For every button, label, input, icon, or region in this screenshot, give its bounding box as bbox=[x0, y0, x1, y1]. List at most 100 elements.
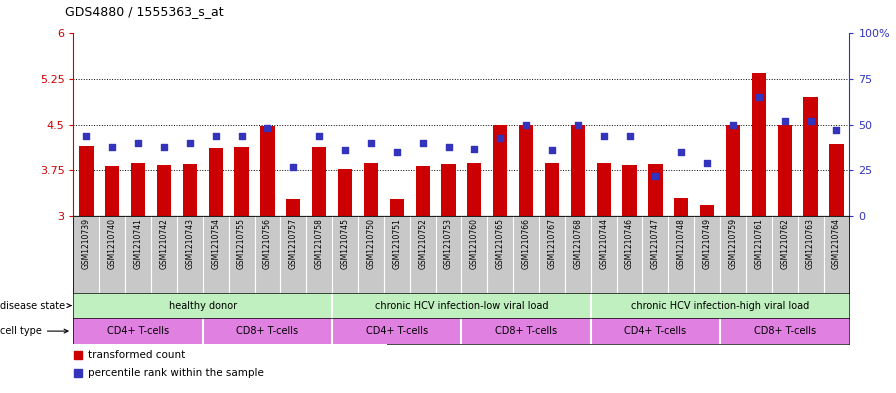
Text: GSM1210756: GSM1210756 bbox=[263, 219, 272, 270]
Point bbox=[467, 145, 481, 152]
Text: CD8+ T-cells: CD8+ T-cells bbox=[237, 326, 298, 336]
Point bbox=[105, 143, 119, 150]
Bar bbox=[467, 163, 481, 216]
Point bbox=[260, 125, 274, 132]
Bar bbox=[338, 169, 352, 216]
Point bbox=[752, 94, 766, 101]
Bar bbox=[442, 164, 456, 216]
Text: GSM1210749: GSM1210749 bbox=[702, 219, 711, 270]
Bar bbox=[157, 165, 171, 216]
Text: GSM1210762: GSM1210762 bbox=[780, 219, 789, 269]
Bar bbox=[79, 146, 93, 216]
Text: GSM1210745: GSM1210745 bbox=[340, 219, 349, 270]
Text: GSM1210746: GSM1210746 bbox=[625, 219, 634, 270]
Text: GSM1210763: GSM1210763 bbox=[806, 219, 815, 270]
Text: transformed count: transformed count bbox=[88, 350, 185, 360]
Point bbox=[286, 163, 300, 170]
Point bbox=[390, 149, 404, 155]
Text: GSM1210743: GSM1210743 bbox=[185, 219, 194, 270]
Bar bbox=[752, 73, 766, 216]
Text: GSM1210739: GSM1210739 bbox=[82, 219, 90, 270]
Bar bbox=[131, 163, 145, 216]
Text: CD4+ T-cells: CD4+ T-cells bbox=[107, 326, 169, 336]
Text: chronic HCV infection-high viral load: chronic HCV infection-high viral load bbox=[631, 301, 809, 310]
Text: GSM1210765: GSM1210765 bbox=[495, 219, 504, 270]
Bar bbox=[183, 164, 197, 216]
Text: GSM1210767: GSM1210767 bbox=[547, 219, 556, 270]
Point bbox=[623, 132, 637, 139]
Text: GSM1210766: GSM1210766 bbox=[521, 219, 530, 270]
Point bbox=[830, 127, 844, 133]
Bar bbox=[390, 199, 404, 216]
Bar bbox=[778, 125, 792, 216]
Text: GSM1210757: GSM1210757 bbox=[289, 219, 297, 270]
Bar bbox=[235, 147, 249, 216]
Bar bbox=[674, 198, 688, 216]
Bar bbox=[519, 125, 533, 216]
Text: GSM1210758: GSM1210758 bbox=[314, 219, 323, 269]
Text: GSM1210741: GSM1210741 bbox=[134, 219, 142, 269]
Bar bbox=[571, 125, 585, 216]
Text: cell type: cell type bbox=[0, 326, 68, 336]
Point bbox=[493, 134, 507, 141]
Point bbox=[312, 132, 326, 139]
Point bbox=[235, 132, 249, 139]
Bar bbox=[286, 199, 300, 216]
Bar bbox=[649, 164, 662, 216]
Bar bbox=[416, 166, 430, 216]
Text: GDS4880 / 1555363_s_at: GDS4880 / 1555363_s_at bbox=[65, 5, 223, 18]
Text: disease state: disease state bbox=[0, 301, 71, 310]
Bar bbox=[209, 148, 223, 216]
Bar bbox=[623, 165, 637, 216]
Point bbox=[338, 147, 352, 154]
Text: healthy donor: healthy donor bbox=[168, 301, 237, 310]
Bar bbox=[700, 205, 714, 216]
Text: GSM1210760: GSM1210760 bbox=[470, 219, 478, 270]
Text: GSM1210755: GSM1210755 bbox=[237, 219, 246, 270]
Point bbox=[674, 149, 688, 155]
Text: GSM1210740: GSM1210740 bbox=[108, 219, 116, 270]
Point bbox=[648, 173, 662, 179]
Text: GSM1210761: GSM1210761 bbox=[754, 219, 763, 269]
Bar bbox=[364, 163, 378, 216]
Point bbox=[79, 132, 93, 139]
Point bbox=[183, 140, 197, 146]
Point bbox=[442, 143, 456, 150]
Point bbox=[726, 121, 740, 128]
Bar bbox=[312, 147, 326, 216]
Text: GSM1210759: GSM1210759 bbox=[728, 219, 737, 270]
Point bbox=[131, 140, 145, 146]
Bar bbox=[105, 166, 119, 216]
Text: CD8+ T-cells: CD8+ T-cells bbox=[754, 326, 816, 336]
Text: GSM1210768: GSM1210768 bbox=[573, 219, 582, 269]
Bar bbox=[804, 97, 818, 216]
Point bbox=[545, 147, 559, 154]
Text: percentile rank within the sample: percentile rank within the sample bbox=[88, 368, 263, 378]
Bar bbox=[830, 144, 844, 216]
Point bbox=[778, 118, 792, 124]
Text: CD8+ T-cells: CD8+ T-cells bbox=[495, 326, 557, 336]
Text: GSM1210764: GSM1210764 bbox=[832, 219, 841, 270]
Text: GSM1210750: GSM1210750 bbox=[366, 219, 375, 270]
Text: GSM1210747: GSM1210747 bbox=[650, 219, 660, 270]
Text: GSM1210742: GSM1210742 bbox=[159, 219, 168, 269]
Text: CD4+ T-cells: CD4+ T-cells bbox=[625, 326, 686, 336]
Point bbox=[700, 160, 714, 166]
Bar bbox=[261, 126, 274, 216]
Point bbox=[209, 132, 223, 139]
Text: CD4+ T-cells: CD4+ T-cells bbox=[366, 326, 428, 336]
Point bbox=[519, 121, 533, 128]
Point bbox=[804, 118, 818, 124]
Point bbox=[597, 132, 611, 139]
Bar bbox=[545, 163, 559, 216]
Bar bbox=[597, 163, 611, 216]
Point bbox=[157, 143, 171, 150]
Text: GSM1210744: GSM1210744 bbox=[599, 219, 608, 270]
Text: GSM1210753: GSM1210753 bbox=[444, 219, 453, 270]
Bar bbox=[493, 125, 507, 216]
Text: chronic HCV infection-low viral load: chronic HCV infection-low viral load bbox=[375, 301, 548, 310]
Point bbox=[416, 140, 430, 146]
Text: GSM1210754: GSM1210754 bbox=[211, 219, 220, 270]
Text: GSM1210752: GSM1210752 bbox=[418, 219, 427, 269]
Point bbox=[364, 140, 378, 146]
